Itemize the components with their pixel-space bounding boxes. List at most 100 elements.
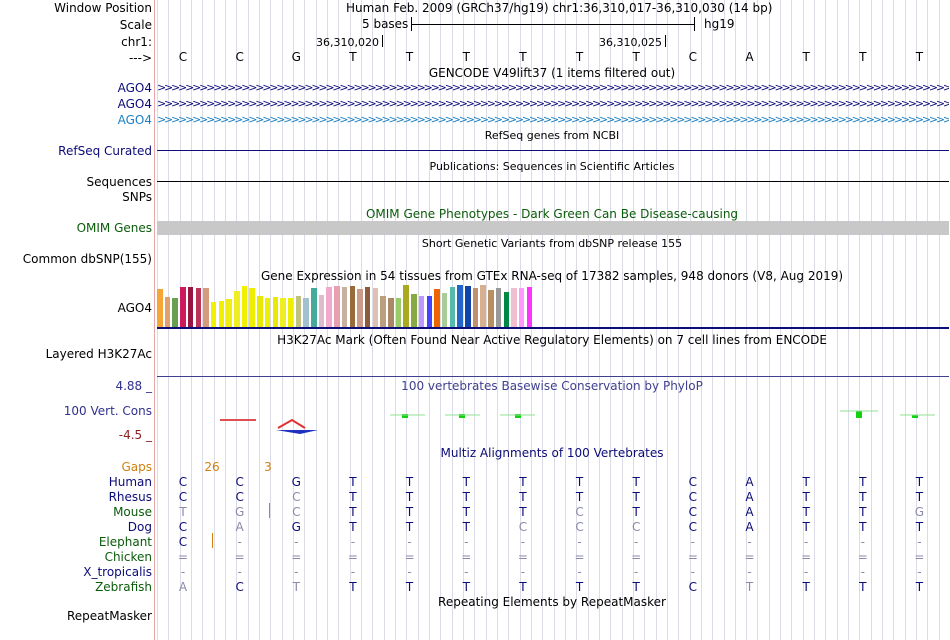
gencode-row-label-3[interactable]: AGO4 <box>117 113 152 127</box>
gencode-row-label-1[interactable]: AGO4 <box>117 81 152 95</box>
h3k27ac-track-label[interactable]: Layered H3K27Ac <box>45 347 152 361</box>
mouse-insertion-mark <box>269 503 270 518</box>
species-label[interactable]: Elephant <box>98 535 152 549</box>
repeatmasker-track-label[interactable]: RepeatMasker <box>66 609 152 623</box>
gtex-tissue-bar[interactable] <box>203 288 209 327</box>
gtex-tissue-bar[interactable] <box>172 298 178 327</box>
gtex-tissue-bar[interactable] <box>195 288 202 327</box>
window-position-value[interactable]: Human Feb. 2009 (GRCh37/hg19) chr1:36,31… <box>346 1 773 15</box>
multiz-track-title[interactable]: Multiz Alignments of 100 Vertebrates <box>440 446 664 460</box>
alignment-base: - <box>294 565 299 579</box>
sequence-base: T <box>349 50 357 64</box>
gtex-tissue-bar[interactable] <box>164 297 171 327</box>
gtex-tissue-bar[interactable] <box>180 287 186 327</box>
repeatmasker-track-title[interactable]: Repeating Elements by RepeatMasker <box>438 595 666 609</box>
gtex-tissue-bar[interactable] <box>287 298 294 327</box>
conservation-neg-mark-3 <box>276 430 318 434</box>
gtex-tissue-bar[interactable] <box>210 302 217 327</box>
gtex-tissue-bar[interactable] <box>488 290 494 327</box>
species-label[interactable]: X_tropicalis <box>83 565 152 579</box>
gtex-tissue-bar[interactable] <box>495 288 502 327</box>
gtex-tissue-bar[interactable] <box>218 301 225 327</box>
alignment-base: T <box>405 505 414 519</box>
publications-track-title[interactable]: Publications: Sequences in Scientific Ar… <box>429 160 675 173</box>
gtex-tissue-bar[interactable] <box>364 287 371 327</box>
alignment-base: T <box>349 520 357 534</box>
gtex-tissue-bar[interactable] <box>157 289 163 327</box>
species-label[interactable]: Mouse <box>113 505 152 519</box>
gtex-tissue-bar[interactable] <box>503 292 510 327</box>
gtex-tissue-bar[interactable] <box>434 289 440 327</box>
gtex-tissue-bar[interactable] <box>280 298 286 327</box>
refseq-track-title[interactable]: RefSeq genes from NCBI <box>484 129 620 142</box>
gtex-tissue-bar[interactable] <box>449 287 456 327</box>
h3k27ac-track-title[interactable]: H3K27Ac Mark (Often Found Near Active Re… <box>277 333 827 347</box>
gtex-tissue-bar[interactable] <box>465 286 471 327</box>
publications-track-label[interactable]: Sequences <box>86 175 152 189</box>
gtex-tissue-bar[interactable] <box>326 287 332 327</box>
species-label[interactable]: Dog <box>127 520 152 534</box>
snps-track-label[interactable]: SNPs <box>122 190 152 204</box>
gtex-tissue-bar[interactable] <box>241 286 248 327</box>
gtex-tissue-bar[interactable] <box>457 285 463 327</box>
gtex-track-label[interactable]: AGO4 <box>117 301 152 315</box>
alignment-base: C <box>688 475 698 489</box>
gap-count: 26 <box>204 460 220 474</box>
gencode-row-label-2[interactable]: AGO4 <box>117 97 152 111</box>
refseq-gene-line[interactable] <box>157 150 949 151</box>
refseq-track-label[interactable]: RefSeq Curated <box>58 144 152 158</box>
gtex-tissue-bar[interactable] <box>272 297 279 327</box>
gtex-tissue-bar[interactable] <box>311 288 317 327</box>
gtex-tissue-bar[interactable] <box>472 288 479 327</box>
alignment-base: - <box>803 535 809 549</box>
gtex-tissue-bar[interactable] <box>395 298 402 327</box>
gtex-tissue-bar[interactable] <box>257 296 263 327</box>
species-label[interactable]: Human <box>108 475 152 489</box>
gtex-tissue-bar[interactable] <box>318 295 325 327</box>
gtex-tissue-bar[interactable] <box>380 296 386 327</box>
gtex-tissue-bar[interactable] <box>357 289 363 327</box>
conservation-track-title[interactable]: 100 vertebrates Basewise Conservation by… <box>401 379 703 393</box>
gtex-tissue-bar[interactable] <box>411 294 417 327</box>
conservation-track-label[interactable]: 100 Vert. Cons <box>63 404 152 418</box>
gtex-tissue-bar[interactable] <box>372 288 379 327</box>
species-label[interactable]: Chicken <box>104 550 152 564</box>
gtex-tissue-bar[interactable] <box>441 293 448 327</box>
gtex-tissue-bar[interactable] <box>388 298 394 327</box>
gtex-tissue-bar[interactable] <box>234 291 240 327</box>
dbsnp-track-title[interactable]: Short Genetic Variants from dbSNP releas… <box>421 237 683 250</box>
species-label[interactable]: Zebrafish <box>95 580 152 594</box>
omim-phenotype-bar[interactable] <box>157 221 949 235</box>
gtex-tissue-bar[interactable] <box>187 287 194 327</box>
gtex-tissue-bar[interactable] <box>226 299 232 327</box>
omim-track-title[interactable]: OMIM Gene Phenotypes - Dark Green Can Be… <box>365 207 739 221</box>
alignment-base: T <box>859 490 867 504</box>
gtex-tissue-bar[interactable] <box>264 298 271 327</box>
omim-track-label[interactable]: OMIM Genes <box>76 221 152 235</box>
gtex-tissue-bar[interactable] <box>349 286 356 327</box>
gtex-tissue-bar[interactable] <box>518 288 525 327</box>
dbsnp-track-label[interactable]: Common dbSNP(155) <box>22 252 152 266</box>
gtex-track-title[interactable]: Gene Expression in 54 tissues from GTEx … <box>260 269 844 283</box>
alignment-base: A <box>745 475 754 489</box>
gtex-tissue-bar[interactable] <box>526 287 533 327</box>
gencode-transcript-2[interactable]: >>>>>>>>>>>>>>>>>>>>>>>>>>>>>>>>>>>>>>>>… <box>157 99 949 109</box>
gtex-tissue-bar[interactable] <box>480 285 486 327</box>
gtex-tissue-bar[interactable] <box>341 287 348 327</box>
species-label[interactable]: Rhesus <box>108 490 152 504</box>
gtex-tissue-bar[interactable] <box>426 296 433 327</box>
gtex-tissue-bar[interactable] <box>403 285 409 327</box>
gtex-tissue-bar[interactable] <box>303 298 309 327</box>
gencode-transcript-1[interactable]: >>>>>>>>>>>>>>>>>>>>>>>>>>>>>>>>>>>>>>>>… <box>157 83 949 93</box>
gtex-tissue-bar[interactable] <box>418 296 425 327</box>
gtex-tissue-bar[interactable] <box>249 288 255 327</box>
gtex-tissue-bar[interactable] <box>334 286 340 327</box>
gtex-tissue-bar[interactable] <box>295 296 302 327</box>
alignment-base: C <box>688 580 698 594</box>
gtex-tissue-bar[interactable] <box>511 288 517 327</box>
gencode-transcript-3[interactable]: >>>>>>>>>>>>>>>>>>>>>>>>>>>>>>>>>>>>>>>>… <box>157 115 949 125</box>
gencode-track-title[interactable]: GENCODE V49lift37 (1 items filtered out) <box>428 66 676 80</box>
publications-line[interactable] <box>157 181 949 182</box>
coord-label-2: 36,310,025 <box>599 36 662 49</box>
